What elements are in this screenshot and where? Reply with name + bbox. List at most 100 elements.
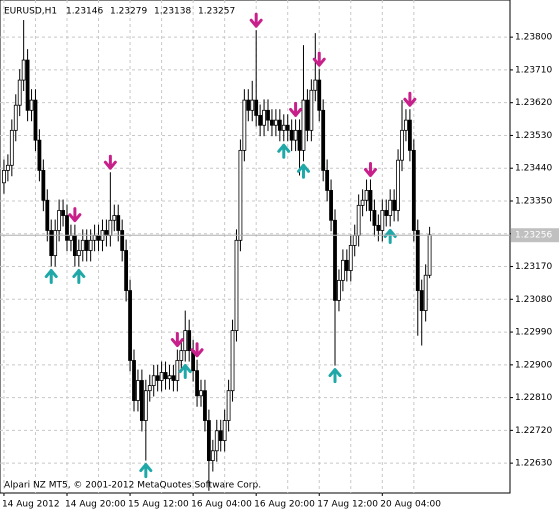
candle-body (262, 109, 266, 126)
candle-body (210, 450, 215, 461)
fractal-up-arrow (277, 143, 291, 159)
candle-body (76, 250, 81, 257)
candle-body (33, 99, 38, 141)
candle-body (92, 235, 97, 241)
plot (0, 12, 510, 491)
candle-body (199, 390, 203, 397)
candle-body (112, 215, 117, 221)
candle-body (29, 99, 34, 111)
candle-body (108, 219, 113, 236)
candle-body (325, 170, 330, 191)
x-tick-label: 16 Aug 04:00 (191, 500, 252, 510)
y-tick-label: 1.22810 (515, 393, 552, 403)
candle-body (238, 149, 243, 241)
candle-body (13, 104, 18, 131)
candle-body (151, 375, 156, 386)
price-label: 1.23256 (515, 231, 552, 241)
candle-body (128, 290, 132, 361)
candle-body (159, 372, 164, 381)
candle-body (25, 59, 30, 111)
candle-body (80, 239, 85, 251)
candle-body (139, 380, 144, 421)
candle-body (266, 109, 270, 121)
candle-body (65, 215, 69, 241)
candle-body (17, 79, 22, 106)
candle-body (423, 274, 428, 311)
candle-body (49, 230, 54, 257)
candle-body (132, 360, 136, 401)
candle-body (415, 230, 420, 291)
candle-body (317, 79, 322, 111)
candle-body (179, 350, 184, 361)
candle-body (340, 259, 345, 281)
candle-body (206, 420, 211, 461)
candle-body (9, 129, 14, 166)
fractal-down-arrow (170, 332, 184, 348)
candle-body (143, 390, 148, 421)
candle-body (380, 210, 385, 231)
candle-body (203, 390, 207, 421)
y-tick-label: 1.23350 (515, 196, 552, 206)
candle-body (234, 239, 239, 332)
fractal-up-arrow (44, 269, 58, 285)
header-close: 1.23257 (198, 7, 235, 17)
candle-body (84, 239, 89, 251)
candle-body (2, 170, 6, 184)
candle-body (116, 215, 121, 231)
candle-body (230, 330, 235, 392)
axes: 1.23800 1.23710 1.23620 1.23530 1.23440 1.233… (2, 33, 559, 510)
fractal-down-arrow (363, 162, 377, 178)
x-tick-label: 17 Aug 12:00 (317, 500, 378, 510)
candle-body (195, 370, 199, 397)
candle-body (250, 99, 255, 111)
candle-body (356, 204, 361, 236)
candle-body (155, 375, 160, 381)
candle-body (289, 129, 294, 141)
candle-body (258, 115, 263, 126)
x-tick-label: 14 Aug 2012 (2, 500, 60, 510)
candle-body (175, 360, 180, 381)
candle-body (321, 109, 326, 171)
fractal-up-arrow (296, 163, 310, 179)
y-tick-label: 1.23080 (515, 295, 552, 305)
fractal-down-arrow (190, 342, 204, 358)
fractal-down-arrow (249, 12, 263, 28)
candle-body (360, 199, 365, 206)
y-tick-label: 1.22900 (515, 360, 552, 370)
candle-body (41, 170, 46, 201)
header-low: 1.23138 (154, 7, 191, 17)
candle-body (37, 139, 42, 171)
candle-body (183, 330, 188, 352)
price-label-box (511, 228, 559, 243)
candle-body (222, 420, 227, 441)
symbol: EURUSD,H1 (4, 7, 57, 17)
x-tick-label: 14 Aug 20:00 (65, 500, 126, 510)
candle-body (313, 79, 318, 91)
candle-body (293, 129, 298, 141)
candle-body (124, 250, 129, 291)
x-tick-label: 20 Aug 04:00 (380, 500, 441, 510)
candle-body (419, 290, 424, 311)
candle-body (254, 99, 259, 116)
candle-body (120, 230, 125, 251)
fractal-down-arrow (403, 91, 417, 107)
candle-body (246, 99, 251, 111)
fractal-up-arrow (178, 364, 192, 380)
header-high: 1.23279 (110, 7, 147, 17)
header-open: 1.23146 (66, 7, 103, 17)
fractal-down-arrow (103, 154, 117, 170)
candle-body (333, 219, 337, 301)
candle-body (427, 234, 432, 276)
candle-body (21, 59, 26, 81)
candle-body (273, 119, 278, 126)
y-tick-label: 1.23800 (515, 33, 552, 43)
candle-body (329, 190, 333, 221)
candle-body (372, 210, 377, 226)
candle-body (337, 279, 341, 301)
candle-body (5, 164, 10, 171)
fractal-up-arrow (72, 269, 86, 285)
y-tick-label: 1.23440 (515, 164, 552, 174)
candle-body (167, 375, 172, 380)
candle-body (404, 119, 408, 131)
